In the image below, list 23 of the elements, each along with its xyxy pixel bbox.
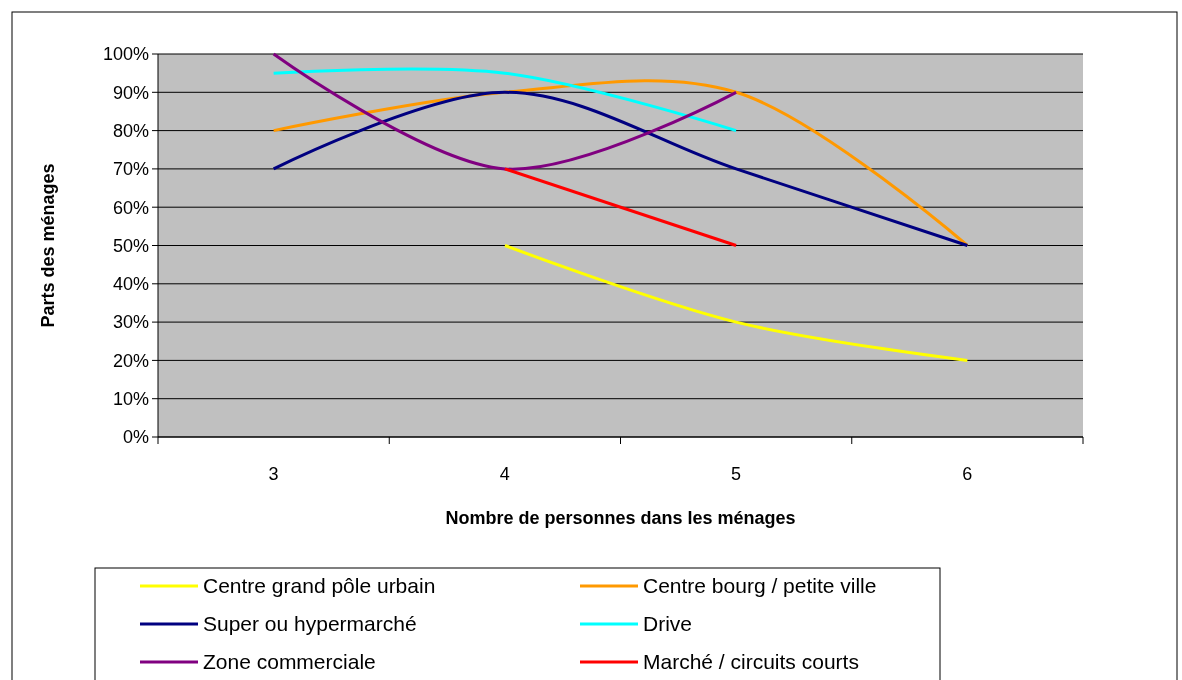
legend-label: Centre bourg / petite ville <box>643 574 877 598</box>
y-tick-label: 0% <box>122 427 149 448</box>
y-tick-label: 50% <box>112 235 149 256</box>
legend-label: Super ou hypermarché <box>203 612 417 636</box>
legend-label: Drive <box>643 612 693 636</box>
x-tick-label: 5 <box>731 464 742 484</box>
y-tick-label: 100% <box>102 44 149 65</box>
legend-label: Marché / circuits courts <box>643 650 859 674</box>
y-tick-label: 40% <box>112 274 149 295</box>
legend-label: Zone commerciale <box>203 650 376 674</box>
legend-label: Centre grand pôle urbain <box>203 574 436 598</box>
y-tick-label: 60% <box>112 197 149 218</box>
y-tick-label: 20% <box>112 350 149 371</box>
x-tick-label: 4 <box>499 464 510 484</box>
y-tick-label: 10% <box>112 389 149 409</box>
x-tick-label: 6 <box>962 464 973 484</box>
y-tick-label: 90% <box>112 82 149 103</box>
y-tick-label: 80% <box>112 120 149 141</box>
y-axis-title: Parts des ménages <box>38 163 58 328</box>
x-axis-title: Nombre de personnes dans les ménages <box>445 508 796 528</box>
y-tick-label: 30% <box>112 312 149 333</box>
x-tick-label: 3 <box>268 464 279 484</box>
y-tick-label: 70% <box>112 159 149 180</box>
